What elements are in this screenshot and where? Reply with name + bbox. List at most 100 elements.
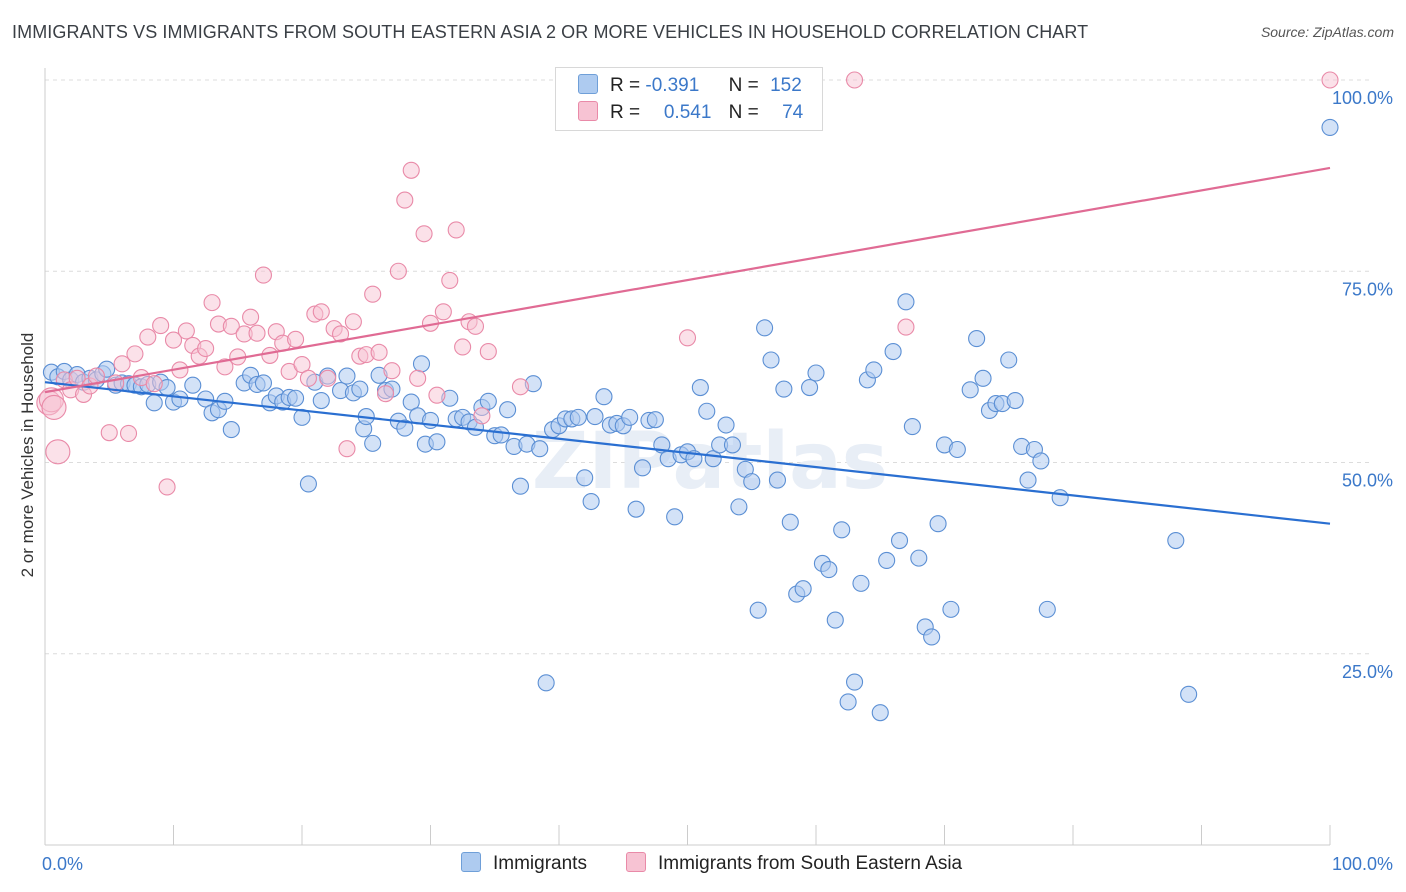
data-point-south-eastern-asia xyxy=(126,345,144,363)
y-tick-label: 25.0% xyxy=(1342,662,1393,682)
chart-title: IMMIGRANTS VS IMMIGRANTS FROM SOUTH EAST… xyxy=(12,22,1089,42)
data-point-immigrants xyxy=(576,469,594,487)
data-point-immigrants xyxy=(184,376,202,394)
gridlines xyxy=(45,79,1370,655)
data-point-immigrants xyxy=(312,391,330,410)
data-point-immigrants xyxy=(968,330,986,348)
data-point-south-eastern-asia xyxy=(216,358,234,376)
data-point-immigrants xyxy=(801,378,819,397)
data-point-south-eastern-asia xyxy=(100,424,118,442)
data-point-south-eastern-asia xyxy=(1321,71,1339,89)
data-point-south-eastern-asia xyxy=(261,346,279,364)
data-point-south-eastern-asia xyxy=(119,424,138,442)
data-point-immigrants xyxy=(633,459,652,477)
data-point-immigrants xyxy=(897,293,915,311)
data-point-south-eastern-asia xyxy=(479,343,497,361)
data-point-immigrants xyxy=(531,440,549,458)
data-point-immigrants xyxy=(511,477,530,495)
data-point-south-eastern-asia xyxy=(389,262,407,280)
axes xyxy=(44,68,1331,846)
data-point-south-eastern-asia xyxy=(338,440,356,458)
data-point-south-eastern-asia xyxy=(434,303,452,321)
trend-lines xyxy=(44,166,1331,525)
data-point-immigrants xyxy=(923,628,941,646)
data-point-immigrants xyxy=(254,374,273,392)
data-point-immigrants xyxy=(1038,600,1056,618)
r-label: R = xyxy=(610,102,641,123)
data-point-south-eastern-asia xyxy=(312,303,330,321)
data-point-immigrants xyxy=(293,408,311,426)
tick-labels: 25.0% 50.0% 75.0% 100.0% 0.0% 100.0% xyxy=(42,88,1393,874)
data-point-immigrants xyxy=(499,401,517,419)
data-point-south-eastern-asia xyxy=(428,386,446,404)
data-point-immigrants xyxy=(852,574,870,592)
data-point-south-eastern-asia xyxy=(897,318,915,336)
data-point-immigrants xyxy=(1321,118,1339,136)
x-tick-label-min: 0.0% xyxy=(42,854,83,874)
legend-swatch-blue xyxy=(578,74,598,94)
data-point-immigrants xyxy=(1006,391,1024,410)
data-point-south-eastern-asia xyxy=(254,266,273,284)
data-point-immigrants xyxy=(364,434,382,452)
correlation-legend: R = -0.391 N = 152 R = 0.541 N = 74 xyxy=(555,67,823,131)
data-point-south-eastern-asia xyxy=(364,285,382,303)
data-point-immigrants xyxy=(743,473,761,491)
n-value: 74 xyxy=(782,102,804,123)
legend-item-south-eastern-asia[interactable]: Immigrants from South Eastern Asia xyxy=(626,852,962,875)
data-point-immigrants xyxy=(948,440,966,459)
data-point-south-eastern-asia xyxy=(319,369,337,387)
data-point-immigrants xyxy=(586,408,604,426)
legend-swatch-pink xyxy=(626,852,646,872)
data-point-immigrants xyxy=(878,551,896,569)
data-point-south-eastern-asia xyxy=(402,161,420,179)
data-point-immigrants xyxy=(929,515,947,533)
data-point-immigrants xyxy=(428,433,446,451)
x-tick-label-max: 100.0% xyxy=(1332,854,1393,874)
data-point-immigrants xyxy=(826,611,844,629)
data-point-south-eastern-asia xyxy=(113,355,131,373)
data-point-immigrants xyxy=(833,521,851,539)
data-point-immigrants xyxy=(402,393,420,411)
data-point-immigrants xyxy=(222,421,240,439)
data-point-immigrants xyxy=(762,351,780,369)
data-point-immigrants xyxy=(287,389,305,407)
data-point-immigrants xyxy=(691,378,709,397)
legend-label: Immigrants from South Eastern Asia xyxy=(658,853,963,874)
data-point-immigrants xyxy=(775,380,793,398)
data-point-immigrants xyxy=(845,673,864,691)
data-point-immigrants xyxy=(646,411,664,429)
legend-swatch-pink xyxy=(578,101,598,121)
n-label: N = xyxy=(728,102,759,123)
data-point-immigrants xyxy=(820,561,838,579)
data-point-immigrants xyxy=(595,388,613,406)
data-point-immigrants xyxy=(621,408,639,426)
data-point-south-eastern-asia xyxy=(370,343,388,361)
n-value: 152 xyxy=(770,75,802,96)
data-point-south-eastern-asia xyxy=(45,439,71,465)
data-point-immigrants xyxy=(492,426,510,444)
data-point-immigrants xyxy=(569,408,587,426)
data-point-immigrants xyxy=(768,471,787,489)
data-point-south-eastern-asia xyxy=(248,324,266,342)
data-point-immigrants xyxy=(582,492,600,511)
data-point-immigrants xyxy=(781,513,799,531)
data-point-south-eastern-asia xyxy=(678,329,697,347)
y-tick-label: 75.0% xyxy=(1342,279,1393,299)
data-point-immigrants xyxy=(338,367,356,385)
data-point-south-eastern-asia xyxy=(152,317,170,335)
legend-swatch-blue xyxy=(461,852,481,872)
r-label: R = xyxy=(610,75,641,96)
data-point-immigrants xyxy=(890,531,909,550)
data-point-immigrants xyxy=(865,361,883,379)
data-point-immigrants xyxy=(299,475,317,493)
source-label: Source: ZipAtlas.com xyxy=(1260,24,1394,40)
data-point-south-eastern-asia xyxy=(511,378,530,396)
legend-item-immigrants[interactable]: Immigrants xyxy=(461,852,587,875)
data-point-immigrants xyxy=(145,394,163,412)
data-point-immigrants xyxy=(396,419,414,437)
y-tick-label: 50.0% xyxy=(1342,471,1393,491)
data-point-south-eastern-asia xyxy=(409,369,427,387)
data-point-south-eastern-asia xyxy=(197,339,215,358)
data-point-south-eastern-asia xyxy=(441,271,459,289)
